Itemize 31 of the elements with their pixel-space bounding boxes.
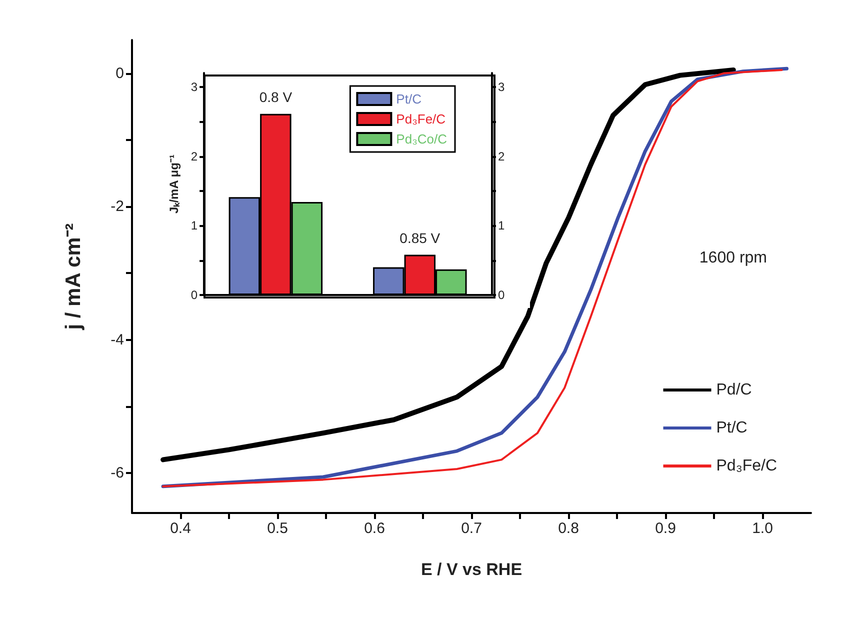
x-tick-label: 0.8 <box>558 520 579 537</box>
y-tick-label: 0 <box>116 64 124 82</box>
x-tick-label: 0.9 <box>655 520 676 537</box>
y-axis-title: j / mA cm⁻² <box>62 223 85 331</box>
x-tick-label: 0.4 <box>170 520 191 537</box>
x-tick-label: 0.85 V <box>400 230 441 246</box>
y-tick-label: -6 <box>110 464 124 482</box>
x-axis-title: E / V vs RHE <box>420 560 522 579</box>
legend-label: Pd₃Fe/C <box>396 112 446 126</box>
legend-label: Pt/C <box>716 420 748 436</box>
x-tick-label: 1.0 <box>752 520 773 537</box>
y-axis-title: Jₖ/mA μg⁻¹ <box>167 154 181 214</box>
x-tick-label: 0.5 <box>267 520 288 537</box>
y-tick-label: -2 <box>110 198 124 216</box>
y2-tick-label: 2 <box>498 149 505 164</box>
legend-label: Pd/C <box>716 382 752 398</box>
y-tick-label: 3 <box>190 80 198 94</box>
legend-label: Pd₃Fe/C <box>716 458 778 474</box>
y-tick-label: 1 <box>190 218 198 233</box>
x-tick-label: 0.7 <box>461 520 482 537</box>
y-tick-label: 0 <box>190 288 198 302</box>
legend-label: Pt/C <box>396 92 422 106</box>
y-tick-label: 2 <box>190 149 198 164</box>
x-tick-label: 0.6 <box>364 520 385 537</box>
y2-tick-label: 3 <box>498 80 505 94</box>
y2-tick-label: 0 <box>498 288 505 302</box>
annotation: 1600 rpm <box>699 250 767 266</box>
x-tick-label: 0.8 V <box>259 88 293 105</box>
legend-label: Pd₃Co/C <box>396 132 448 146</box>
y-tick-label: -4 <box>110 331 124 348</box>
y2-tick-label: 1 <box>498 218 505 233</box>
